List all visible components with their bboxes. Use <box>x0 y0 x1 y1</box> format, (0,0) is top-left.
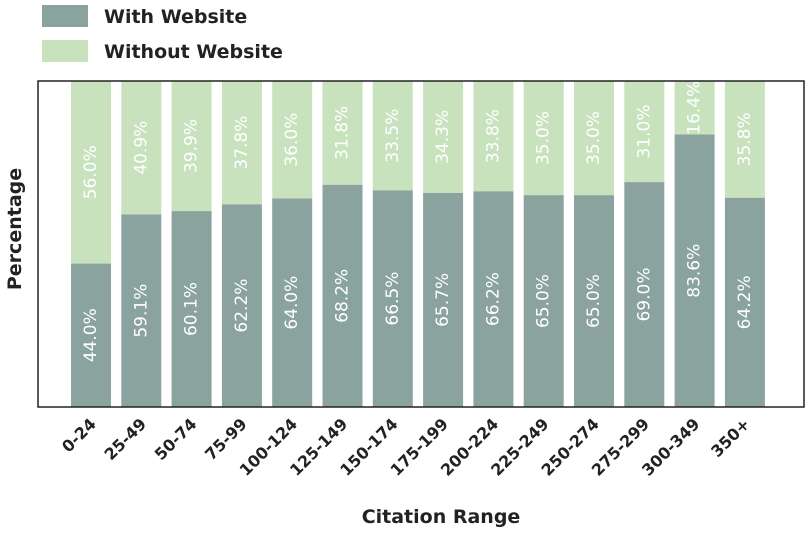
bar-label-with-website-0: 44.0% <box>81 308 101 362</box>
legend-label-with-website: With Website <box>104 6 247 28</box>
bar-label-without-website-1: 40.9% <box>131 121 151 175</box>
legend-swatch-with-website <box>42 5 88 27</box>
bar-label-with-website-9: 65.0% <box>534 274 554 328</box>
bar-with-website-9 <box>523 195 564 407</box>
bar-without-website-1 <box>121 81 162 215</box>
x-tick-label-3: 75-99 <box>201 414 251 464</box>
bar-label-without-website-2: 39.9% <box>182 119 202 173</box>
bar-without-website-11 <box>624 81 665 183</box>
bar-with-website-2 <box>171 211 212 407</box>
bar-label-with-website-1: 59.1% <box>131 284 151 338</box>
bars-group: 44.0% 56.0% 59.1% 40.9% 60.1% 39.9% 62.2% 37.8%… <box>71 81 765 408</box>
x-tick-labels: 0-24 25-49 50-74 75-99100-124125-149150-174… <box>58 414 754 479</box>
bar-label-without-website-9: 35.0% <box>534 111 554 165</box>
bar-label-with-website-13: 64.2% <box>735 275 755 329</box>
bar-without-website-8 <box>473 81 514 192</box>
bar-without-website-10 <box>574 81 614 196</box>
bar-label-without-website-11: 31.0% <box>634 105 654 159</box>
bar-without-website-5 <box>322 81 363 185</box>
bar-label-with-website-2: 60.1% <box>182 282 202 336</box>
bar-with-website-10 <box>574 195 614 407</box>
bar-label-without-website-6: 33.5% <box>383 109 403 163</box>
bar-label-without-website-5: 31.8% <box>333 106 353 160</box>
bar-label-without-website-8: 33.8% <box>483 109 503 163</box>
bar-label-with-website-3: 62.2% <box>232 279 252 333</box>
bar-without-website-2 <box>171 81 212 212</box>
bar-with-website-1 <box>121 214 162 407</box>
legend: With Website Without Website <box>42 5 283 63</box>
bar-with-website-6 <box>372 190 413 407</box>
bar-with-website-8 <box>473 191 514 407</box>
x-tick-label-2: 50-74 <box>151 414 201 464</box>
bar-label-without-website-0: 56.0% <box>81 145 101 199</box>
bar-with-website-13 <box>724 197 765 407</box>
legend-swatch-without-website <box>42 40 88 62</box>
x-axis-title: Citation Range <box>362 506 521 528</box>
legend-label-without-website: Without Website <box>104 41 283 63</box>
bar-without-website-3 <box>221 81 262 205</box>
bar-label-without-website-4: 36.0% <box>282 113 302 167</box>
bar-label-without-website-12: 16.4% <box>685 81 705 135</box>
bar-label-with-website-7: 65.7% <box>433 273 453 327</box>
bar-with-website-4 <box>272 198 313 407</box>
bar-label-without-website-10: 35.0% <box>584 111 604 165</box>
bar-without-website-6 <box>372 81 413 191</box>
bar-label-with-website-5: 68.2% <box>333 269 353 323</box>
y-axis-title: Percentage <box>4 168 26 290</box>
bar-label-with-website-6: 66.5% <box>383 272 403 326</box>
bar-label-with-website-8: 66.2% <box>483 272 503 326</box>
x-tick-label-1: 25-49 <box>101 414 151 464</box>
bar-label-without-website-13: 35.8% <box>735 112 755 166</box>
bar-label-with-website-10: 65.0% <box>584 274 604 328</box>
bar-without-website-0 <box>71 81 111 264</box>
bar-with-website-12 <box>674 134 715 408</box>
bar-label-with-website-11: 69.0% <box>634 268 654 322</box>
bar-without-website-4 <box>272 81 313 199</box>
bar-with-website-3 <box>221 204 262 407</box>
bar-label-with-website-4: 64.0% <box>282 276 302 330</box>
x-tick-label-13: 350+ <box>707 414 754 461</box>
bar-without-website-9 <box>523 81 564 196</box>
bar-label-without-website-3: 37.8% <box>232 116 252 170</box>
bar-with-website-7 <box>423 192 464 407</box>
bar-without-website-13 <box>724 81 765 198</box>
bar-label-without-website-7: 34.3% <box>433 110 453 164</box>
bar-with-website-5 <box>322 184 363 407</box>
plot-frame <box>37 80 805 408</box>
x-tick-label-0: 0-24 <box>58 414 100 456</box>
bar-without-website-12 <box>674 81 715 135</box>
bar-with-website-11 <box>624 182 665 407</box>
bar-with-website-0 <box>71 263 111 407</box>
bar-label-with-website-12: 83.6% <box>685 244 705 298</box>
bar-without-website-7 <box>423 81 464 193</box>
